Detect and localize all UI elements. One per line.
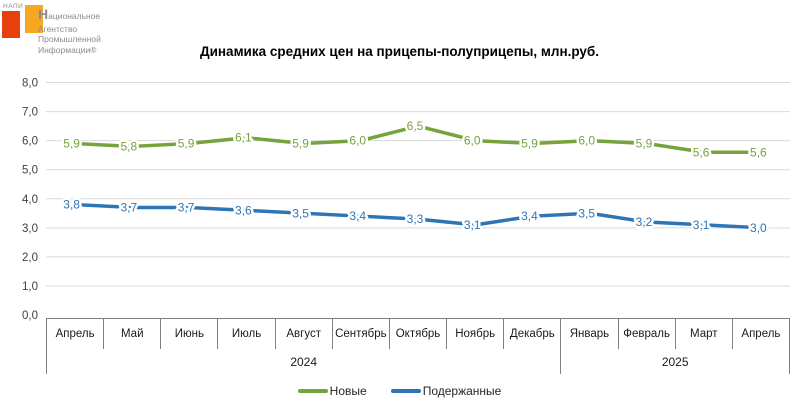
legend-label: Новые (329, 384, 367, 398)
legend-line-swatch (390, 388, 421, 394)
months-row: Январь Февраль Март Апрель (561, 319, 789, 349)
data-label: 6,1 (235, 131, 252, 145)
month-cell: Август (276, 319, 333, 349)
napi-logo: НАПИ Национальное Агентство Промышленной Ин… (0, 0, 200, 55)
data-label: 5,6 (750, 145, 767, 159)
y-tick-label: 6,0 (22, 136, 38, 148)
data-label: 5,9 (63, 137, 80, 151)
series-line-used (74, 202, 762, 230)
month-cell: Октябрь (390, 319, 448, 349)
data-label: 6,5 (407, 119, 424, 133)
data-label: 6,0 (578, 134, 595, 148)
napi-logo-caption-line: Информации® (38, 44, 97, 55)
y-tick-label: 7,0 (22, 107, 38, 119)
data-label: 5,9 (178, 137, 195, 151)
month-cell: Декабрь (509, 328, 555, 340)
data-label: 3,1 (693, 218, 710, 232)
month-cell: Сентябрь (333, 319, 390, 349)
year-group-2025: Январь Февраль Март Апрель 2025 (561, 319, 790, 374)
data-label: 3,1 (464, 218, 481, 232)
napi-logo-orange-square (25, 5, 43, 33)
data-label: 5,8 (121, 139, 138, 153)
napi-logo-caption-line: Национальное (38, 6, 101, 22)
data-label: 3,2 (636, 215, 653, 229)
month-cell: Апрель (47, 319, 105, 349)
data-label: 3,3 (407, 212, 424, 226)
data-label: 5,9 (636, 137, 653, 151)
napi-logo-caption-line: Промышленной (38, 34, 101, 45)
month-cell: Июнь (161, 319, 219, 349)
legend-item: Новые (297, 384, 367, 398)
month-cell: Февраль (619, 319, 676, 349)
month-cell: Май (104, 319, 162, 349)
y-tick-label: 8,0 (22, 78, 38, 90)
year-label: 2025 (661, 354, 689, 369)
legend-item: Подержанные (390, 384, 502, 398)
month-cell: Ноябрь (447, 319, 505, 349)
data-label: 3,7 (178, 200, 195, 214)
data-label: 3,5 (292, 206, 309, 220)
data-label: 3,4 (349, 209, 366, 223)
chart-legend: Новые Подержанные (0, 384, 799, 398)
y-tick-label: 0,0 (22, 310, 38, 322)
data-label: 5,9 (521, 137, 538, 151)
data-label: 3,6 (235, 203, 252, 217)
data-label: 5,9 (292, 137, 309, 151)
chart-title: Динамика средних цен на прицепы-полуприц… (199, 44, 600, 59)
napi-logo-red-square (2, 11, 20, 38)
data-label: 3,4 (521, 209, 538, 223)
y-tick-label: 4,0 (22, 194, 38, 206)
x-axis-table: Апрель Май Июнь Июль Август Сентябрь Октябрь Но… (46, 318, 790, 374)
months-row: Апрель Май Июнь Июль Август Сентябрь Октябрь Но… (47, 319, 560, 349)
legend-label: Подержанные (422, 384, 502, 398)
month-cell: Июль (218, 319, 276, 349)
year-label: 2024 (290, 354, 318, 369)
y-tick-label: 1,0 (22, 281, 38, 293)
series-line-new (74, 124, 762, 154)
data-label: 3,8 (63, 198, 80, 212)
data-label: 6,0 (464, 134, 481, 148)
y-tick-label: 2,0 (22, 252, 38, 264)
napi-logo-wordmark: НАПИ (3, 3, 24, 10)
legend-line-swatch (297, 388, 328, 394)
y-tick-label: 5,0 (22, 165, 38, 177)
month-cell: Апрель (741, 328, 781, 340)
y-tick-label: 3,0 (22, 223, 38, 235)
data-label: 3,0 (750, 221, 767, 235)
napi-logo-caption-line: Агентство (38, 23, 78, 34)
data-label: 6,0 (349, 134, 366, 148)
month-cell: Март (676, 319, 733, 349)
napi-logo-caption: Национальное Агентство Промышленной Информа… (38, 6, 101, 55)
data-label: 3,7 (121, 200, 138, 214)
data-label: 5,6 (693, 145, 710, 159)
year-group-2024: Апрель Май Июнь Июль Август Сентябрь Октябрь Но… (47, 319, 562, 374)
data-label: 3,5 (578, 206, 595, 220)
month-cell: Январь (561, 319, 619, 349)
